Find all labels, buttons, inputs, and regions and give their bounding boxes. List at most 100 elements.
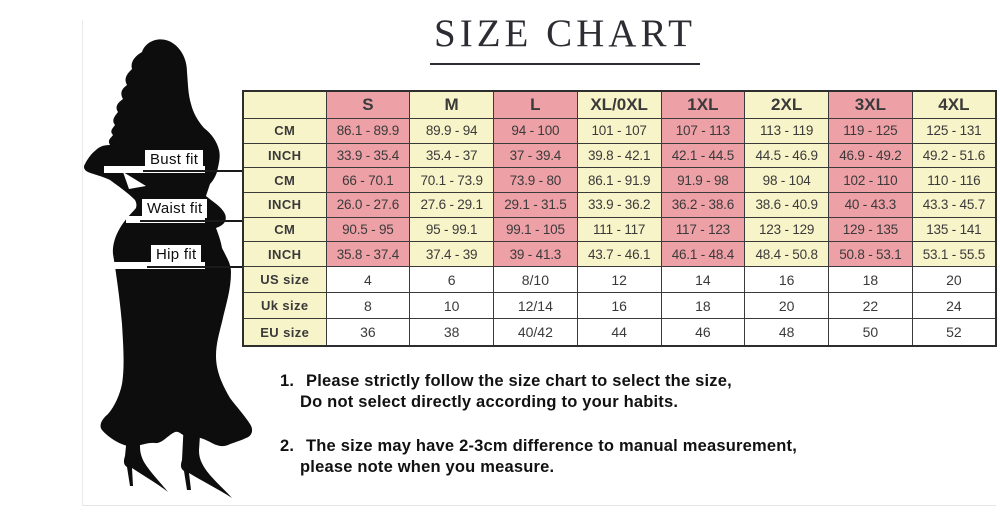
table-cell: 50.8 - 53.1 xyxy=(828,241,913,268)
photo-frame-bottom-edge xyxy=(82,505,996,506)
table-cell: 43.3 - 45.7 xyxy=(911,192,997,218)
table-cell: 12 xyxy=(576,266,662,294)
table-cell: 135 - 141 xyxy=(911,216,997,243)
table-cell: 46 xyxy=(660,318,746,347)
table-row: INCH 26.0 - 27.6 27.6 - 29.1 29.1 - 31.5 33.… xyxy=(242,192,997,218)
table-row: INCH 35.8 - 37.4 37.4 - 39 39 - 41.3 43.7 - … xyxy=(242,241,997,268)
table-row: CM 86.1 - 89.9 89.9 - 94 94 - 100 101 - 107 1… xyxy=(242,118,997,144)
table-cell: 123 - 129 xyxy=(744,216,829,243)
table-cell: 4 xyxy=(325,266,411,294)
table-cell: 89.9 - 94 xyxy=(409,118,494,144)
table-cell: 20 xyxy=(911,266,997,294)
table-cell: 46.1 - 48.4 xyxy=(660,241,746,268)
column-header: 1XL xyxy=(660,90,746,119)
table-cell: 8 xyxy=(325,292,411,320)
table-cell: 20 xyxy=(744,292,829,320)
table-cell: 48 xyxy=(744,318,829,347)
table-cell: 48.4 - 50.8 xyxy=(744,241,829,268)
table-cell: 90.5 - 95 xyxy=(325,216,411,243)
page-title: SIZE CHART xyxy=(430,11,700,65)
table-cell: 46.9 - 49.2 xyxy=(828,142,913,169)
woman-silhouette xyxy=(84,39,253,498)
hip-measure-strip xyxy=(113,262,205,269)
table-cell: 39 - 41.3 xyxy=(493,241,578,268)
table-cell: 101 - 107 xyxy=(576,118,662,144)
table-cell: 37 - 39.4 xyxy=(493,142,578,169)
photo-frame-left-edge xyxy=(82,20,83,506)
table-cell: 111 - 117 xyxy=(576,216,662,243)
table-cell: 43.7 - 46.1 xyxy=(576,241,662,268)
row-label: EU size xyxy=(242,318,327,347)
table-cell: 42.1 - 44.5 xyxy=(660,142,746,169)
column-header: 2XL xyxy=(744,90,829,119)
table-cell: 129 - 135 xyxy=(828,216,913,243)
note-item-1: 1. Please strictly follow the size chart… xyxy=(280,371,732,412)
table-cell: 6 xyxy=(409,266,494,294)
bust-fit-label: Bust fit xyxy=(145,150,204,169)
table-cell: 91.9 - 98 xyxy=(660,167,746,194)
table-cell: 16 xyxy=(744,266,829,294)
table-cell: 44 xyxy=(576,318,662,347)
table-cell: 98 - 104 xyxy=(744,167,829,194)
note-number: 2. xyxy=(280,437,295,455)
table-cell: 125 - 131 xyxy=(911,118,997,144)
table-cell: 38.6 - 40.9 xyxy=(744,192,829,218)
table-cell: 36 xyxy=(325,318,411,347)
table-cell: 66 - 70.1 xyxy=(325,167,411,194)
table-cell: 110 - 116 xyxy=(911,167,997,194)
table-cell: 35.8 - 37.4 xyxy=(325,241,411,268)
row-label: US size xyxy=(242,266,327,294)
waist-fit-label: Waist fit xyxy=(142,199,208,218)
table-cell: 33.9 - 36.2 xyxy=(576,192,662,218)
row-label: INCH xyxy=(242,192,327,218)
table-cell: 40/42 xyxy=(493,318,578,347)
column-header: L xyxy=(493,90,578,119)
table-cell: 18 xyxy=(660,292,746,320)
table-row: CM 66 - 70.1 70.1 - 73.9 73.9 - 80 86.1 - 91… xyxy=(242,167,997,194)
table-cell: 107 - 113 xyxy=(660,118,746,144)
table-cell: 86.1 - 91.9 xyxy=(576,167,662,194)
table-cell: 12/14 xyxy=(493,292,578,320)
bust-measure-strip xyxy=(104,166,205,173)
silhouette-shapes xyxy=(84,39,253,498)
table-cell: 117 - 123 xyxy=(660,216,746,243)
table-cell: 49.2 - 51.6 xyxy=(911,142,997,169)
table-cell: 102 - 110 xyxy=(828,167,913,194)
row-label: Uk size xyxy=(242,292,327,320)
table-cell: 40 - 43.3 xyxy=(828,192,913,218)
table-row: INCH 33.9 - 35.4 35.4 - 37 37 - 39.4 39.8 - … xyxy=(242,142,997,169)
table-cell: 27.6 - 29.1 xyxy=(409,192,494,218)
table-cell: 36.2 - 38.6 xyxy=(660,192,746,218)
table-cell: 8/10 xyxy=(493,266,578,294)
size-chart-table: S M L XL/0XL 1XL 2XL 3XL 4XL CM 86.1 - 89.9 89.9 … xyxy=(242,90,997,347)
column-header: 4XL xyxy=(911,90,997,119)
column-header: 3XL xyxy=(828,90,913,119)
table-cell: 113 - 119 xyxy=(744,118,829,144)
table-row: CM 90.5 - 95 95 - 99.1 99.1 - 105 111 - 117 1… xyxy=(242,216,997,243)
arm-body-gap xyxy=(123,172,146,189)
waist-measure-line xyxy=(140,220,242,222)
table-cell: 33.9 - 35.4 xyxy=(325,142,411,169)
table-cell: 95 - 99.1 xyxy=(409,216,494,243)
table-cell: 44.5 - 46.9 xyxy=(744,142,829,169)
row-label: INCH xyxy=(242,142,327,169)
row-label: INCH xyxy=(242,241,327,268)
table-cell: 10 xyxy=(409,292,494,320)
column-header: XL/0XL xyxy=(576,90,662,119)
bust-measure-line xyxy=(143,170,242,172)
table-cell: 70.1 - 73.9 xyxy=(409,167,494,194)
table-cell: 39.8 - 42.1 xyxy=(576,142,662,169)
table-cell: 99.1 - 105 xyxy=(493,216,578,243)
table-cell: 26.0 - 27.6 xyxy=(325,192,411,218)
column-header: M xyxy=(409,90,494,119)
note-text: The size may have 2-3cm difference to ma… xyxy=(300,437,798,476)
note-item-2: 2. The size may have 2-3cm difference to… xyxy=(280,436,797,477)
table-cell: 53.1 - 55.5 xyxy=(911,241,997,268)
table-cell: 38 xyxy=(409,318,494,347)
table-cell: 37.4 - 39 xyxy=(409,241,494,268)
table-cell: 119 - 125 xyxy=(828,118,913,144)
table-cell: 86.1 - 89.9 xyxy=(325,118,411,144)
row-label: CM xyxy=(242,216,327,243)
note-number: 1. xyxy=(280,372,295,390)
